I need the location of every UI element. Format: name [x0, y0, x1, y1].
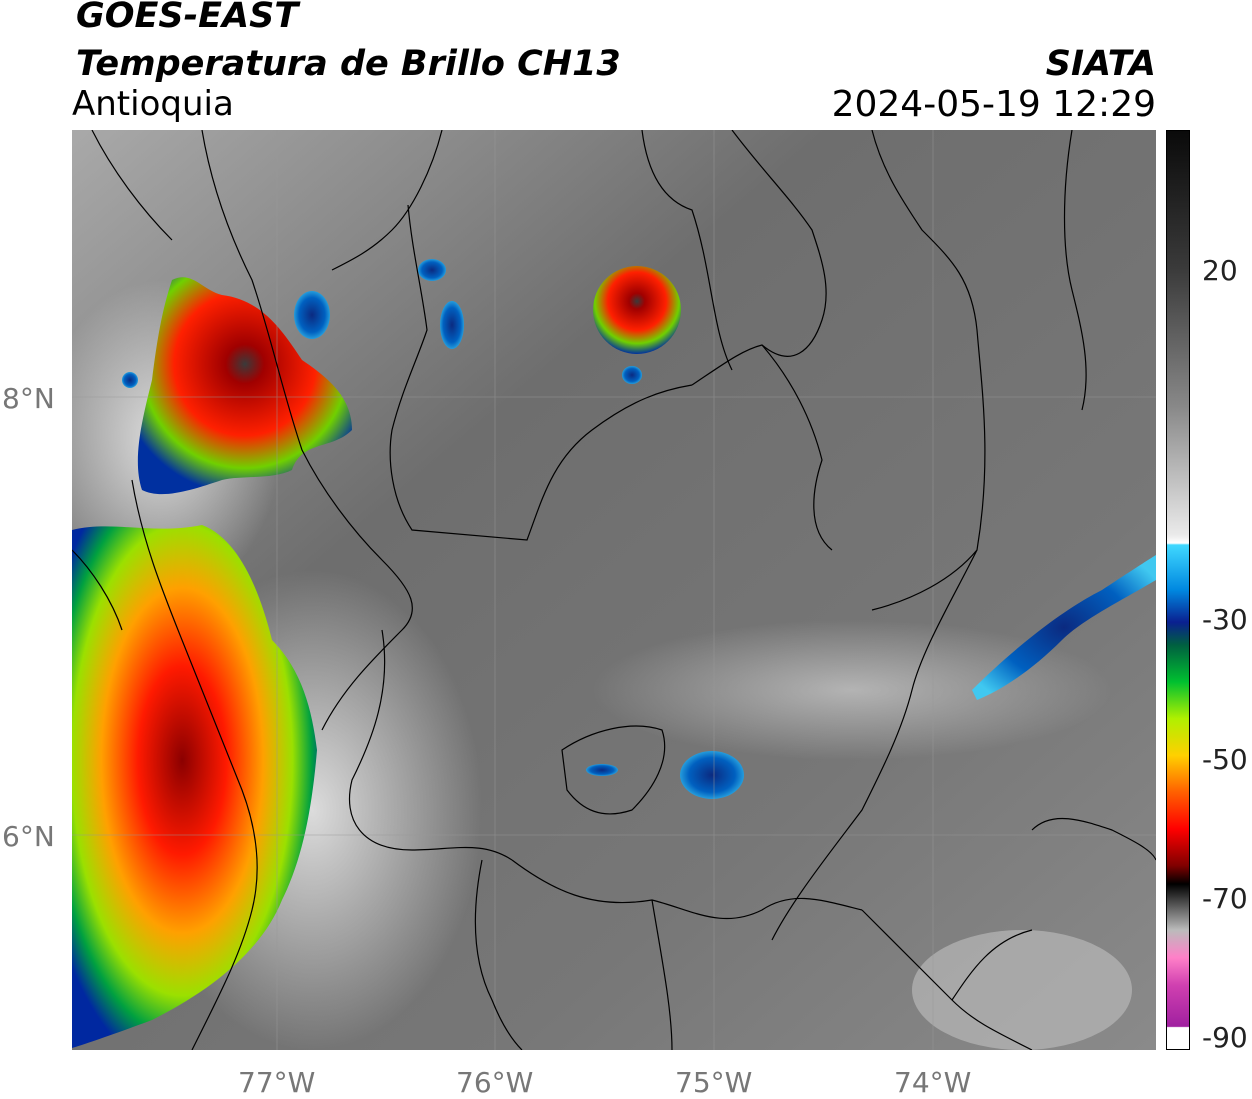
storm-cell-small	[440, 301, 464, 349]
lon-label-77w: 77°W	[238, 1066, 316, 1099]
colorbar-gradient	[1166, 130, 1190, 1050]
colorbar-tick-minus90: -90	[1202, 1021, 1248, 1054]
storm-cell-west	[72, 525, 317, 1048]
satellite-map	[72, 130, 1156, 1050]
storm-cell-small	[586, 764, 618, 776]
lon-label-74w: 74°W	[894, 1066, 972, 1099]
colorbar	[1166, 130, 1190, 1050]
lat-label-8n: 8°N	[2, 382, 55, 415]
region-label: Antioquia	[72, 84, 234, 124]
colorbar-tick-minus50: -50	[1202, 743, 1248, 776]
storm-cell-central	[593, 266, 681, 354]
cloud-haze	[912, 930, 1132, 1050]
colorbar-tick-20: 20	[1202, 254, 1238, 287]
lon-label-75w: 75°W	[675, 1066, 753, 1099]
title-product: Temperatura de Brillo CH13	[76, 44, 621, 84]
storm-band-east	[972, 555, 1156, 700]
storm-cell-small	[122, 372, 138, 388]
storm-cell-small	[294, 291, 330, 339]
organization-label: SIATA	[1045, 44, 1156, 84]
title-satellite: GOES-EAST	[76, 0, 299, 36]
datetime-label: 2024-05-19 12:29	[831, 84, 1156, 125]
colorbar-tick-minus70: -70	[1202, 882, 1248, 915]
storm-cell-small	[622, 366, 642, 384]
cloud-haze	[592, 620, 1112, 760]
graticule	[72, 130, 1156, 1050]
admin-borders	[72, 130, 1156, 1050]
lat-label-6n: 6°N	[2, 820, 55, 853]
colorbar-tick-minus30: -30	[1202, 603, 1248, 636]
lon-label-76w: 76°W	[456, 1066, 534, 1099]
storm-cell-small	[418, 259, 446, 281]
storm-cell-small	[680, 751, 744, 799]
